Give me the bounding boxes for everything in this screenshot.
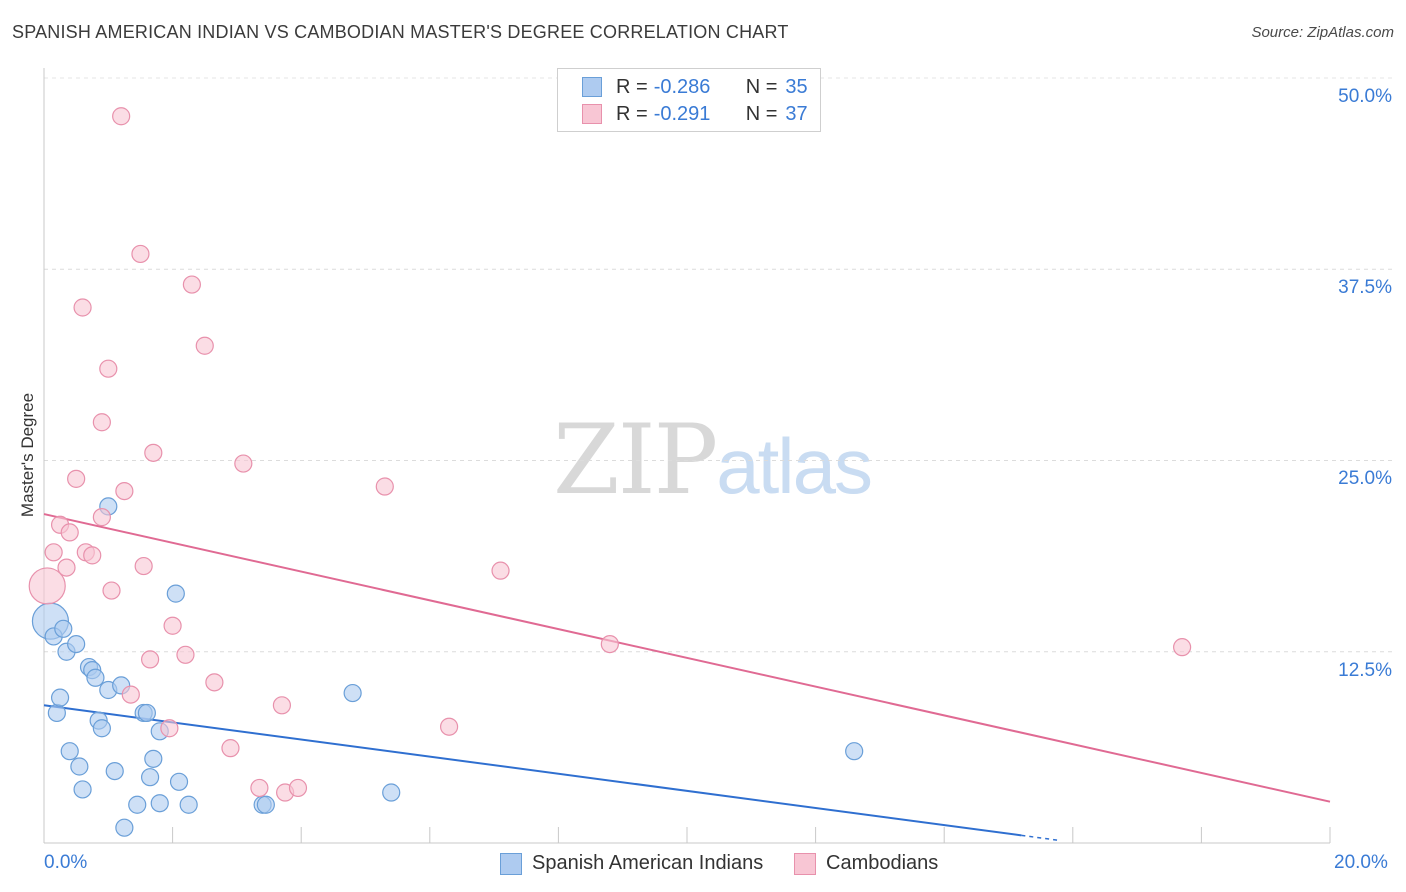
data-point (195, 336, 214, 355)
data-point (491, 561, 510, 580)
data-point (160, 719, 179, 738)
data-point (99, 359, 118, 378)
data-point (134, 556, 153, 576)
data-point (288, 778, 308, 798)
data-point (54, 619, 73, 638)
trend-lines (43, 513, 1331, 842)
data-point (256, 795, 275, 814)
data-point (112, 107, 131, 126)
series-cambodians (28, 107, 1192, 802)
data-point (140, 768, 160, 787)
y-axis-label: Master's Degree (18, 392, 37, 518)
pink-swatch-icon (582, 104, 602, 124)
data-point (57, 558, 76, 577)
data-point (179, 795, 198, 814)
y-tick-label: 50.0% (1338, 86, 1392, 107)
blue-swatch-icon (582, 77, 602, 97)
data-point (121, 685, 140, 704)
data-point (272, 696, 292, 715)
data-point (163, 616, 182, 635)
data-point (140, 650, 160, 669)
watermark-atlas: atlas (716, 422, 873, 510)
data-point (182, 275, 201, 294)
n-label: N = (745, 102, 778, 125)
x-tick-label: 20.0% (1334, 852, 1388, 873)
data-point (115, 818, 134, 837)
n-label: N = (745, 75, 778, 98)
data-point (382, 783, 401, 802)
data-point (92, 508, 111, 527)
data-point (60, 742, 79, 761)
data-point (28, 567, 66, 605)
data-point (343, 683, 362, 703)
data-point (137, 703, 156, 723)
data-point (50, 688, 70, 707)
data-point (234, 454, 253, 473)
data-point (102, 581, 121, 600)
series-spanish-american-indians (31, 497, 864, 837)
legend-row-blue: R = -0.286 N = 35 (582, 75, 808, 99)
data-point (166, 584, 185, 603)
blue-swatch-icon (500, 852, 522, 875)
data-point (105, 761, 124, 781)
legend-item-cambodians: Cambodians (794, 852, 938, 875)
y-tick-label: 12.5% (1338, 660, 1392, 681)
data-point (221, 739, 240, 758)
legend-item-spanish-american-indians: Spanish American Indians (500, 852, 763, 875)
legend-row-pink: R = -0.291 N = 37 (582, 102, 808, 126)
data-point (47, 703, 66, 723)
pink-swatch-icon (794, 852, 816, 875)
chart-title: SPANISH AMERICAN INDIAN VS CAMBODIAN MAS… (12, 22, 789, 42)
n-value: 37 (785, 102, 808, 125)
data-point (92, 719, 111, 738)
trend-line-cambodians (43, 513, 1331, 803)
trend-line-spanish-american-indians (43, 704, 1022, 837)
x-tick-label: 0.0% (44, 852, 88, 873)
source-label: Source: ZipAtlas.com (1251, 24, 1394, 41)
gridlines (44, 77, 1394, 653)
data-point (131, 244, 150, 264)
trend-extension (1021, 834, 1061, 842)
data-point (70, 757, 89, 776)
y-tick-label: 37.5% (1338, 277, 1392, 298)
data-point (83, 546, 102, 565)
data-point (86, 668, 105, 687)
r-label: R = (616, 102, 648, 125)
data-point (1173, 638, 1192, 657)
data-point (73, 298, 92, 317)
data-point (128, 795, 147, 814)
data-point (250, 778, 269, 798)
data-point (150, 794, 169, 813)
data-point (845, 742, 864, 761)
data-point (144, 443, 163, 462)
r-value: -0.286 (653, 75, 711, 98)
data-point (176, 645, 195, 664)
data-point (600, 634, 619, 654)
correlation-legend: R = -0.286 N = 35 R = -0.291 N = 37 (557, 68, 821, 132)
r-label: R = (616, 75, 648, 98)
data-point (60, 523, 79, 542)
y-tick-label: 25.0% (1338, 468, 1392, 489)
r-value: -0.291 (653, 102, 711, 125)
data-point (205, 673, 224, 692)
legend-label: Cambodians (826, 852, 939, 874)
data-point (73, 780, 92, 799)
data-point (67, 469, 86, 488)
data-point (375, 477, 394, 496)
data-point (92, 413, 111, 432)
data-point (144, 749, 163, 768)
legend-label: Spanish American Indians (532, 852, 764, 874)
data-point (439, 717, 459, 736)
data-point (115, 482, 134, 501)
data-point (169, 772, 189, 791)
n-value: 35 (785, 75, 808, 98)
data-point (67, 634, 86, 654)
data-point (44, 543, 63, 562)
axes (43, 68, 1331, 844)
